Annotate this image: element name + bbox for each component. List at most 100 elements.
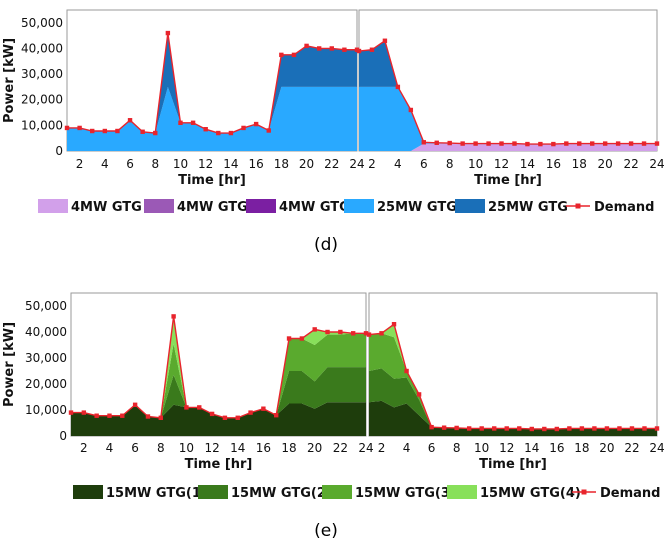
area-e-left-series-1 [71, 367, 366, 418]
demand-point [299, 336, 305, 341]
x-axis-label: Time [hr] [479, 457, 547, 472]
demand-point [369, 47, 375, 52]
x-tick-label: 6 [126, 157, 134, 171]
legend-label: 15MW GTG(2) [231, 486, 332, 501]
legend-swatch [344, 199, 374, 213]
legend-swatch [144, 199, 174, 213]
demand-point [460, 141, 465, 146]
x-tick-label: 22 [623, 157, 638, 171]
x-tick-label: 22 [333, 441, 348, 455]
demand-point [171, 314, 176, 319]
legend-entry: 4MW GTG [38, 199, 142, 215]
legend-demand-marker [575, 203, 581, 209]
legend-swatch [455, 199, 485, 213]
x-tick-label: 22 [624, 441, 639, 455]
y-tick-label: 10,000 [25, 403, 67, 417]
demand-point [567, 426, 572, 431]
x-tick-label: 24 [349, 157, 364, 171]
demand-point [363, 331, 369, 336]
demand-point [261, 406, 266, 411]
x-tick-label: 8 [446, 157, 454, 171]
x-tick-label: 24 [649, 157, 664, 171]
demand-point [554, 426, 560, 432]
demand-point [165, 30, 171, 36]
demand-point [579, 426, 585, 431]
y-tick-label: 30,000 [21, 67, 63, 81]
legend-swatch [38, 199, 68, 213]
x-tick-label: 6 [428, 441, 436, 455]
demand-point [77, 125, 82, 131]
demand-point [641, 141, 647, 146]
x-tick-label: 2 [76, 157, 84, 171]
x-tick-label: 12 [204, 441, 219, 455]
x-tick-label: 14 [520, 157, 535, 171]
demand-point [203, 127, 208, 132]
demand-point [145, 414, 151, 419]
legend-label: 4MW GTG [279, 200, 350, 215]
demand-point [590, 141, 595, 146]
demand-point [115, 128, 120, 134]
legend-label: 15MW GTG(1) [106, 486, 207, 501]
x-tick-label: 4 [403, 441, 411, 455]
x-tick-label: 24 [358, 441, 373, 455]
demand-point [241, 125, 246, 131]
demand-point [517, 426, 522, 431]
legend-entry: 4MW GTG [144, 199, 248, 215]
x-tick-label: 12 [499, 441, 514, 455]
demand-point [628, 141, 634, 146]
panel-label-d: (d) [314, 235, 338, 255]
x-tick-label: 4 [394, 157, 402, 171]
demand-point [132, 402, 138, 407]
legend-entry: 15MW GTG(4) [447, 485, 581, 501]
x-axis-label: Time [hr] [178, 173, 246, 188]
demand-point [286, 336, 292, 341]
x-tick-label: 18 [572, 157, 587, 171]
demand-point [499, 141, 504, 146]
demand-point [492, 426, 497, 431]
demand-point [404, 368, 409, 374]
demand-point [197, 405, 202, 410]
x-tick-label: 10 [179, 441, 194, 455]
demand-point [654, 141, 660, 146]
demand-point [473, 141, 478, 146]
demand-point [140, 129, 145, 134]
demand-point [512, 141, 517, 146]
x-tick-label: 10 [173, 157, 188, 171]
demand-point [382, 38, 388, 43]
demand-point [577, 141, 582, 146]
demand-point [158, 415, 163, 420]
legend-label: 4MW GTG [71, 200, 142, 215]
demand-point [248, 410, 253, 415]
y-tick-label: 50,000 [25, 299, 67, 313]
demand-point [127, 118, 133, 123]
demand-point [68, 410, 74, 415]
demand-point [592, 426, 597, 431]
demand-point [479, 426, 484, 431]
legend-entry: Demand [572, 486, 661, 501]
x-tick-label: 2 [368, 157, 376, 171]
demand-point [441, 425, 447, 430]
x-tick-label: 24 [649, 441, 664, 455]
legend-entry: 25MW GTG [455, 199, 568, 215]
legend-entry: 15MW GTG(3) [322, 485, 456, 501]
legend-swatch [73, 485, 103, 499]
legend-label: 25MW GTG [377, 200, 457, 215]
area-d-left-series-4 [67, 33, 357, 134]
x-tick-label: 4 [106, 441, 114, 455]
x-tick-label: 6 [131, 441, 139, 455]
legend-swatch [198, 485, 228, 499]
x-axis-label: Time [hr] [474, 173, 542, 188]
demand-point [447, 140, 452, 146]
demand-point [366, 332, 372, 337]
demand-point [504, 426, 509, 431]
demand-point [216, 130, 221, 136]
x-tick-label: 18 [274, 157, 289, 171]
demand-point [228, 130, 234, 136]
demand-point [279, 52, 284, 58]
y-axis-label: Power [kW] [2, 322, 17, 407]
demand-point [408, 107, 414, 113]
demand-point [564, 141, 569, 146]
demand-point [615, 141, 621, 146]
